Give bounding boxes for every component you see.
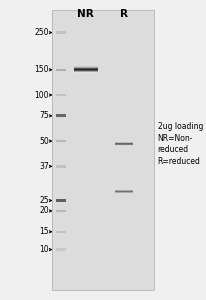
Text: 10: 10	[39, 245, 49, 254]
Bar	[114, 142, 132, 143]
Bar	[74, 72, 97, 73]
Bar	[55, 94, 65, 96]
Bar	[55, 165, 65, 167]
Bar	[114, 190, 132, 191]
Text: 150: 150	[34, 65, 49, 74]
Bar	[55, 114, 65, 117]
Bar	[55, 230, 65, 233]
Bar	[74, 69, 97, 70]
Bar	[74, 71, 97, 72]
Text: 15: 15	[39, 227, 49, 236]
Text: 250: 250	[34, 28, 49, 37]
Text: 25: 25	[39, 196, 49, 205]
Text: 20: 20	[39, 206, 49, 215]
Bar	[74, 68, 97, 69]
Bar	[74, 67, 97, 68]
Bar	[114, 191, 132, 192]
Bar	[55, 199, 65, 202]
Bar	[114, 145, 132, 146]
Text: 100: 100	[34, 91, 49, 100]
Bar	[114, 144, 132, 145]
Bar	[52, 10, 153, 290]
Bar	[114, 143, 132, 144]
Bar	[114, 145, 132, 146]
Bar	[74, 66, 97, 67]
Text: 50: 50	[39, 136, 49, 146]
Text: R: R	[119, 9, 127, 19]
Bar	[74, 68, 97, 69]
Bar	[74, 72, 97, 73]
Text: 75: 75	[39, 111, 49, 120]
Bar	[114, 190, 132, 191]
Bar	[55, 248, 65, 251]
Bar	[114, 193, 132, 194]
Bar	[74, 70, 97, 71]
Bar	[74, 67, 97, 68]
Bar	[114, 191, 132, 192]
Bar	[114, 192, 132, 193]
Text: 2ug loading
NR=Non-
reduced
R=reduced: 2ug loading NR=Non- reduced R=reduced	[157, 122, 202, 166]
Text: 37: 37	[39, 162, 49, 171]
Bar	[55, 140, 65, 142]
Bar	[55, 32, 65, 34]
Bar	[74, 70, 97, 71]
Bar	[114, 142, 132, 143]
Text: NR: NR	[77, 9, 94, 19]
Bar	[114, 192, 132, 193]
Bar	[55, 69, 65, 71]
Bar	[55, 210, 65, 212]
Bar	[114, 143, 132, 144]
